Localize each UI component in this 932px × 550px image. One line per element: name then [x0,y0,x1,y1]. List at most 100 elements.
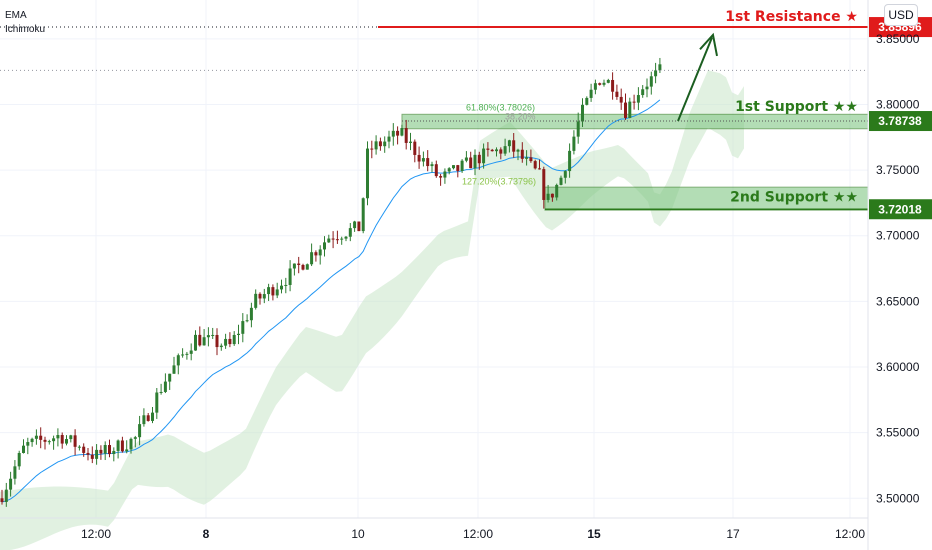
candle-body [624,102,627,118]
candle-body [572,136,576,151]
candle-body [181,354,185,356]
currency-button[interactable]: USD [884,4,918,26]
candle-body [409,141,412,143]
candle-body [280,285,283,290]
candle-body [138,424,142,438]
candle-body [284,284,288,286]
candles [0,57,662,507]
candle-body [421,158,425,162]
candle-body [550,193,554,198]
candle-body [262,294,266,299]
candle-body [593,83,597,90]
candle-body [198,334,202,346]
y-tick-label: 3.65000 [876,294,920,308]
price-tag-3 [869,199,932,220]
candle-body [538,168,541,170]
y-tick-label: 3.70000 [876,229,920,243]
candle-body [357,221,361,232]
candle-body [378,141,382,147]
candle-body [202,337,206,346]
candle-body [568,150,572,172]
candle-body [86,452,90,455]
y-tick-label: 3.75000 [876,163,920,177]
candle-body [47,441,51,443]
candle-body [529,157,533,162]
candle-body [176,355,180,366]
candle-body [0,498,4,502]
candle-body [77,446,81,448]
candle-body [125,449,129,452]
candle-body [327,238,331,243]
candle-body [426,158,430,167]
candle-body [60,435,64,444]
candle-body [245,320,249,322]
candle-body [344,236,348,239]
candle-body [211,334,215,336]
candle-body [301,264,305,270]
indicator-ema-label[interactable]: EMA [5,10,27,21]
candle-body [606,79,610,83]
candle-body [464,157,468,161]
candle-body [447,168,451,172]
candle-body [323,242,326,250]
candle-body [65,439,68,444]
candle-body [477,154,481,164]
fib-label-2: 38.20% [505,112,536,122]
candle-body [39,435,43,440]
candle-body [116,440,120,451]
level-label-3: 2nd Support ★★ [730,189,858,205]
candle-body [185,353,189,355]
candle-body [90,454,94,459]
candle-body [400,128,404,136]
candle-body [13,466,17,479]
candle-body [649,76,653,87]
candle-body [142,415,146,425]
candle-body [645,86,649,90]
grid [0,0,868,518]
candle-body [292,263,296,269]
x-tick-label: 12:00 [81,527,111,541]
candle-body [533,161,537,169]
price-axis[interactable]: 3.85000 3.80000 3.75000 3.70000 3.65000 3.600… [867,0,920,550]
candle-body [43,439,47,442]
candle-body [30,438,34,443]
candle-body [559,177,563,185]
candle-body [555,184,559,198]
candle-body [159,391,163,393]
y-tick-label: 3.80000 [876,97,920,111]
candle-body [486,148,490,150]
candle-body [237,333,240,335]
candle-body [271,287,275,296]
candle-body [516,149,520,152]
candle-body [469,157,473,169]
ema-line-path [1,99,661,503]
candle-body [611,79,615,92]
candle-body [456,165,460,171]
candle-body [4,489,8,502]
candle-body [95,449,99,459]
candle-body [108,445,111,455]
candle-body [314,252,318,256]
ema-line [1,99,661,503]
indicator-ichimoku-label[interactable]: Ichimoku [5,24,45,35]
candle-body [563,171,567,178]
candle-body [615,91,619,97]
time-axis[interactable]: 12:00 8 10 12:00 15 17 12:00 [0,517,868,541]
level-label-2: 1st Support ★★ [735,99,858,115]
candle-body [305,264,309,270]
candle-body [26,442,30,446]
y-tick-label: 3.55000 [876,426,920,440]
candle-body [581,104,584,122]
candle-body [473,154,477,169]
candle-body [73,435,77,447]
candle-body [525,157,529,159]
candle-body [396,130,400,136]
candle-body [335,239,339,241]
candle-body [503,146,507,154]
candle-body [206,335,210,338]
candle-body [495,149,498,152]
candle-body [482,148,486,164]
candle-body [168,373,172,382]
candle-body [619,96,623,103]
